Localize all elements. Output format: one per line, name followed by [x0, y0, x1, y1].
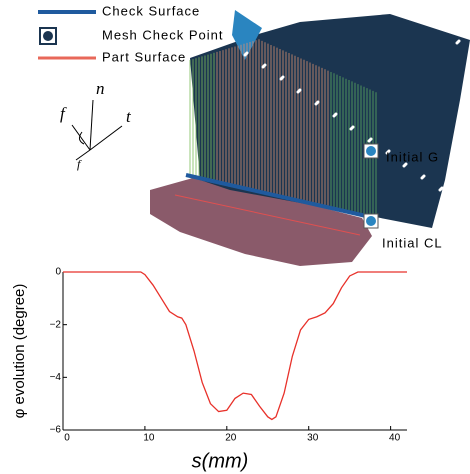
data-line — [63, 272, 407, 419]
frame-label: t — [126, 107, 132, 126]
x-tick-label: 20 — [225, 433, 237, 444]
frame-label: f — [77, 157, 82, 171]
mesh-dot — [229, 39, 232, 42]
mesh-dot — [315, 103, 318, 106]
mesh-dot — [350, 128, 353, 131]
point — [366, 146, 376, 156]
legend-label: Part Surface — [102, 49, 186, 64]
frame-label: n — [96, 79, 105, 98]
point — [366, 216, 376, 226]
frame-label: f — [60, 104, 67, 123]
frame-axes — [72, 100, 122, 160]
mesh-dot — [244, 54, 247, 57]
mesh-dot — [456, 42, 459, 45]
legend-swatch — [43, 31, 53, 41]
x-tick-label: 30 — [307, 433, 319, 444]
mesh-dot — [368, 140, 371, 143]
mesh-dot — [403, 165, 406, 168]
mesh-dot — [280, 78, 283, 81]
mesh-dot — [262, 66, 265, 69]
mesh-dot — [439, 189, 442, 192]
y-tick-label: −2 — [50, 319, 62, 330]
figure: Initial G Initial CL Check Surface Mesh … — [0, 0, 470, 474]
y-tick-label: 0 — [55, 267, 61, 278]
mesh-dot — [421, 177, 424, 180]
mesh-dot — [297, 91, 300, 94]
annotation: Initial CL — [382, 235, 443, 250]
annotation: Initial G — [386, 149, 439, 164]
x-tick-label: 0 — [64, 433, 70, 444]
legend-label: Check Surface — [102, 3, 200, 18]
legend-label: Mesh Check Point — [102, 27, 224, 42]
mesh-dot — [333, 115, 336, 118]
x-tick-label: 40 — [389, 433, 401, 444]
y-tick-label: −6 — [50, 425, 62, 436]
x-axis-label: s(mm) — [192, 450, 249, 472]
y-tick-label: −4 — [50, 372, 62, 383]
x-tick-label: 10 — [143, 433, 155, 444]
y-axis-label: φ evolution (degree) — [11, 284, 28, 419]
